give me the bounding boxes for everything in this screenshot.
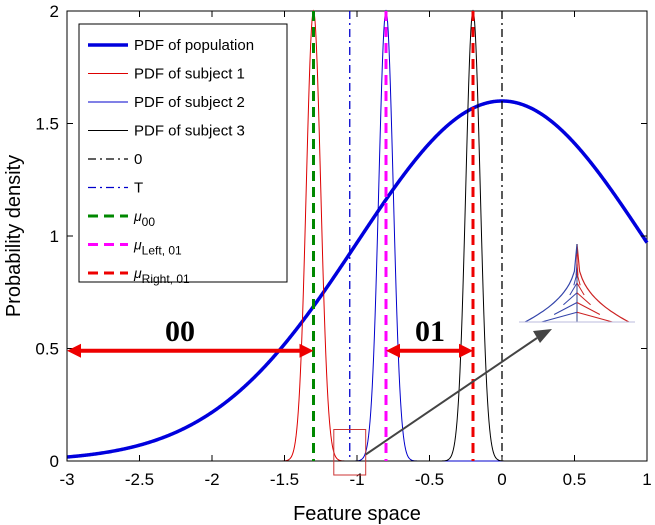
x-tick-label-0: -3 [59, 470, 74, 489]
x-tick-label-4: -1 [349, 470, 364, 489]
legend-label-vline-3: μ00 [133, 208, 155, 229]
annotation-00: 00 [165, 315, 195, 348]
legend-label-vline-5-base: μ [133, 265, 142, 281]
legend-label-vline-1: 0 [134, 151, 142, 168]
legend-label-series-3: PDF of subject 2 [134, 94, 245, 111]
y-tick-label-1: 0.5 [35, 340, 59, 359]
inset-hatch-right-4 [576, 282, 585, 296]
zoom-inset [519, 243, 635, 323]
legend-box [78, 23, 288, 283]
inset-hatch-right-5 [576, 292, 591, 306]
arrow-region-01-head-left [386, 343, 400, 358]
arrow-region-00-head-right [299, 343, 314, 358]
legend-label-vline-4-sub: Left, 01 [142, 244, 182, 258]
legend-label-vline-3-sub: 00 [142, 215, 156, 229]
legend-label-vline-2: T [134, 180, 143, 197]
legend-label-vline-5-sub: Right, 01 [142, 272, 190, 286]
zoom-layer [333, 243, 635, 476]
y-tick-label-0: 0 [50, 452, 59, 471]
legend-label-series-1: PDF of population [134, 37, 254, 54]
legend-label-vline-5: μRight, 01 [133, 265, 190, 286]
vertical-lines-layer [312, 11, 503, 461]
y-tick-label-4: 2 [50, 2, 59, 21]
x-tick-label-3: -1.5 [270, 470, 299, 489]
x-axis-label: Feature space [293, 503, 421, 525]
arrows-layer [67, 343, 473, 358]
inset-hatch-left-7 [541, 311, 578, 323]
inset-curve-left [524, 243, 578, 323]
inset-hatch-right-2 [576, 263, 579, 276]
x-tick-label-7: 0.5 [563, 470, 587, 489]
legend-label-vline-3-base: μ [133, 208, 142, 224]
x-tick-label-8: 1 [642, 470, 651, 489]
inset-curve-right [576, 243, 630, 323]
annotation-01: 01 [415, 315, 445, 348]
arrow-region-00-head-left [67, 343, 81, 358]
zoom-pointer-shaft [365, 337, 538, 456]
inset-hatch-right-3 [576, 273, 581, 286]
x-tick-label-5: -0.5 [415, 470, 444, 489]
y-axis-label: Probability density [3, 155, 25, 317]
inset-hatch-right-6 [576, 302, 601, 315]
legend: PDF of population PDF of subject 1 PDF of … [78, 23, 288, 286]
legend-label-series-2: PDF of subject 1 [134, 66, 245, 83]
legend-label-vline-4: μLeft, 01 [133, 237, 182, 258]
zoom-pointer-head [533, 329, 552, 343]
inset-hatch-left-4 [569, 282, 578, 296]
ticks-layer: -3 -2.5 -2 -1.5 -1 -0.5 0 0.5 1 0 0.5 1 1.5 2 [35, 2, 651, 489]
inset-hatch-left-6 [553, 302, 578, 315]
legend-label-vline-4-base: μ [133, 237, 142, 253]
inset-hatch-left-5 [563, 292, 578, 306]
x-tick-label-6: 0 [497, 470, 506, 489]
x-tick-label-2: -2 [204, 470, 219, 489]
arrow-region-01-head-right [459, 343, 473, 358]
x-tick-label-1: -2.5 [125, 470, 154, 489]
y-tick-label-2: 1 [50, 227, 59, 246]
zoom-box [333, 429, 367, 476]
inset-hatch-left-3 [573, 273, 578, 286]
inset-hatch-right-7 [576, 311, 613, 323]
legend-label-series-4: PDF of subject 3 [134, 123, 245, 140]
series-line-1 [66, 99, 649, 459]
y-tick-label-3: 1.5 [35, 115, 59, 134]
